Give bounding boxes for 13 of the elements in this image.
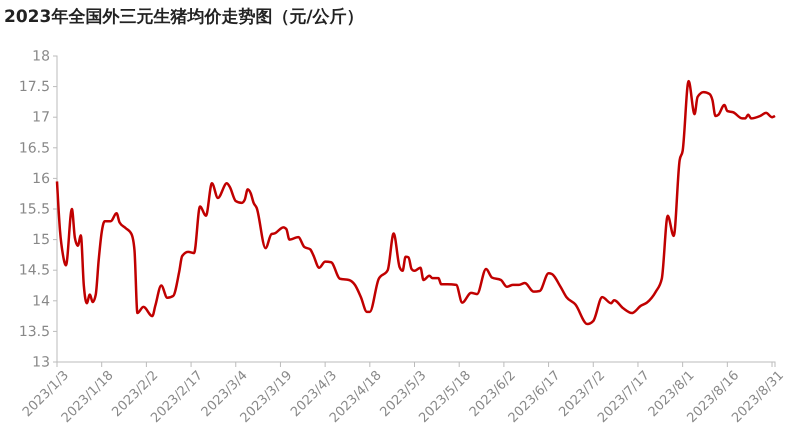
line-series xyxy=(56,80,776,326)
chart-title: 2023年全国外三元生猪均价走势图（元/公斤） xyxy=(4,7,364,27)
y-tick-label: 18 xyxy=(32,48,50,64)
y-tick-label: 15.5 xyxy=(18,201,50,218)
y-tick-label: 14 xyxy=(32,293,50,310)
y-tick-label: 14.5 xyxy=(18,262,50,279)
y-tick-label: 13 xyxy=(32,354,50,370)
y-tick-label: 13.5 xyxy=(18,324,50,340)
y-tick-label: 17.5 xyxy=(18,79,50,96)
y-tick-label: 17 xyxy=(32,110,50,126)
y-tick-label: 16.5 xyxy=(18,140,50,156)
y-tick-label: 16 xyxy=(32,170,50,187)
y-tick-label: 15 xyxy=(32,232,50,248)
